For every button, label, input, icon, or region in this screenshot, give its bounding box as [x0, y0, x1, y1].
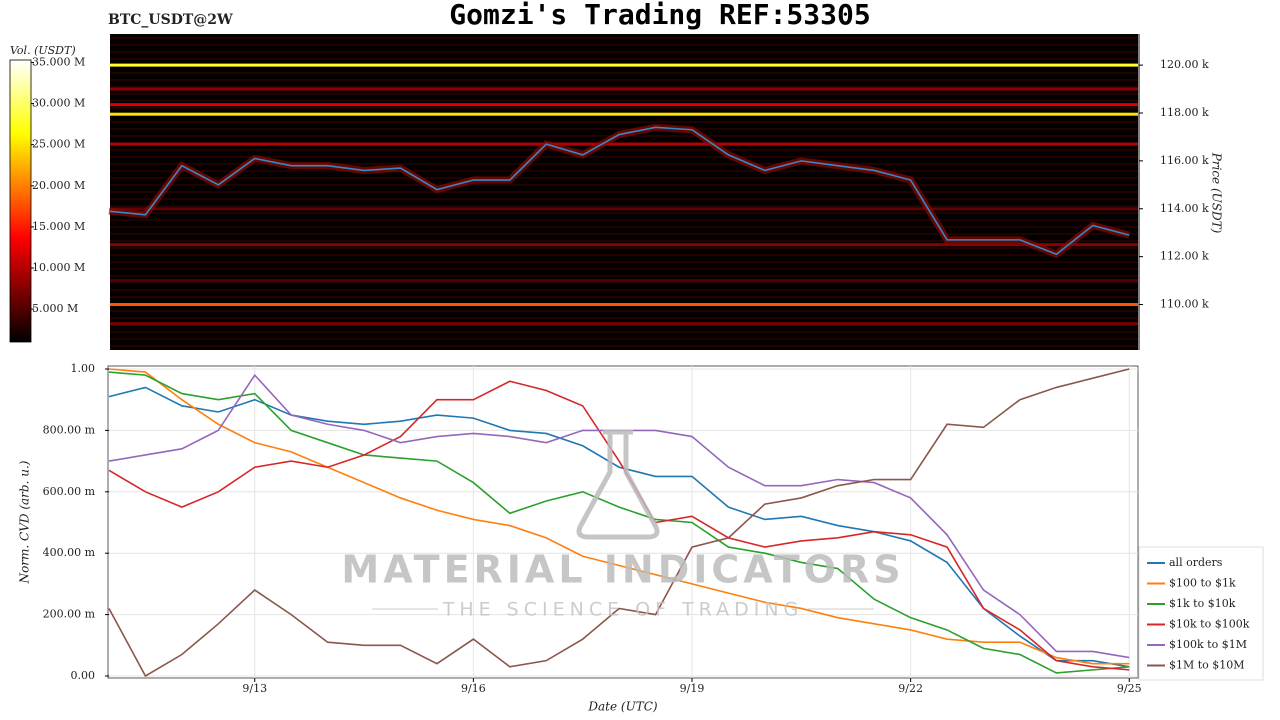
- y-tick-label: 400.00 m: [43, 546, 96, 559]
- colorbar-tick-label: 25.000 M: [32, 138, 85, 151]
- cvd-line: [108, 386, 1130, 668]
- x-axis-label: Date (UTC): [587, 700, 657, 714]
- y-tick-label: 114.00 k: [1160, 202, 1209, 215]
- cvd-frame: [107, 365, 1139, 679]
- x-tick-label: 9/13: [242, 682, 267, 695]
- watermark-subtitle: THE SCIENCE OF TRADING: [442, 599, 804, 621]
- cvd-line: [108, 371, 1130, 674]
- colorbar-tick-label: 10.000 M: [32, 261, 85, 274]
- legend-box: [1138, 546, 1264, 681]
- y-tick-label: 116.00 k: [1160, 154, 1209, 167]
- cvd-axis-label: Norm. CVD (arb. u.): [18, 460, 32, 584]
- x-tick-label: 9/16: [461, 682, 486, 695]
- liquidity-band: [110, 322, 1138, 326]
- x-tick-label: 9/25: [1117, 682, 1142, 695]
- y-tick-label: 200.00 m: [43, 608, 96, 621]
- watermark: MATERIAL INDICATORS THE SCIENCE OF TRADI…: [341, 429, 904, 621]
- cvd-line: [108, 368, 1130, 678]
- colorbar-tick-label: 5.000 M: [32, 302, 78, 315]
- liquidity-band: [110, 63, 1138, 67]
- cvd-line: [108, 380, 1130, 671]
- y-tick-label: 1.00: [71, 362, 96, 375]
- liquidity-band: [110, 243, 1138, 247]
- legend-label: $1k to $10k: [1169, 597, 1236, 610]
- x-tick-label: 9/19: [680, 682, 705, 695]
- colorbar: [9, 59, 32, 343]
- legend-label: $10k to $100k: [1169, 618, 1250, 631]
- price-axis-label: Price (USDT): [1210, 152, 1224, 234]
- cvd-line: [108, 368, 1130, 665]
- liquidity-band: [110, 87, 1138, 91]
- liquidity-band: [110, 103, 1138, 107]
- watermark-title: MATERIAL INDICATORS: [341, 548, 904, 592]
- chart-subtitle: BTC_USDT@2W: [108, 12, 233, 28]
- colorbar-tick-label: 20.000 M: [32, 179, 85, 192]
- liquidity-band: [110, 207, 1138, 211]
- y-tick-label: 600.00 m: [43, 485, 96, 498]
- plot-layer: 110.00 k 112.00 k 114.00 k 116.00 k 118.00 k…: [31, 34, 1264, 695]
- colorbar-tick-label: 15.000 M: [32, 220, 85, 233]
- y-tick-label: 0.00: [71, 669, 96, 682]
- x-tick-label: 9/22: [898, 682, 923, 695]
- y-tick-label: 120.00 k: [1160, 58, 1209, 71]
- legend-label: $100 to $1k: [1169, 577, 1236, 590]
- liquidity-band: [110, 303, 1138, 307]
- liquidity-band: [110, 112, 1138, 116]
- y-tick-label: 118.00 k: [1160, 106, 1209, 119]
- colorbar-label: Vol. (USDT): [10, 44, 76, 57]
- watermark-flask: [576, 429, 660, 540]
- legend-label: $100k to $1M: [1169, 638, 1247, 651]
- y-tick-label: 800.00 m: [43, 423, 96, 436]
- legend-label: all orders: [1169, 556, 1223, 569]
- liquidity-band: [110, 142, 1138, 146]
- legend-label: $1M to $10M: [1169, 659, 1245, 672]
- colorbar-tick-label: 35.000 M: [32, 55, 85, 68]
- price-line: [108, 126, 1130, 256]
- colorbar-tick-label: 30.000 M: [32, 97, 85, 110]
- y-tick-label: 110.00 k: [1160, 298, 1209, 311]
- chart-title: Gomzi's Trading REF:53305: [449, 0, 870, 31]
- y-tick-label: 112.00 k: [1160, 250, 1209, 263]
- liquidity-band: [110, 279, 1138, 283]
